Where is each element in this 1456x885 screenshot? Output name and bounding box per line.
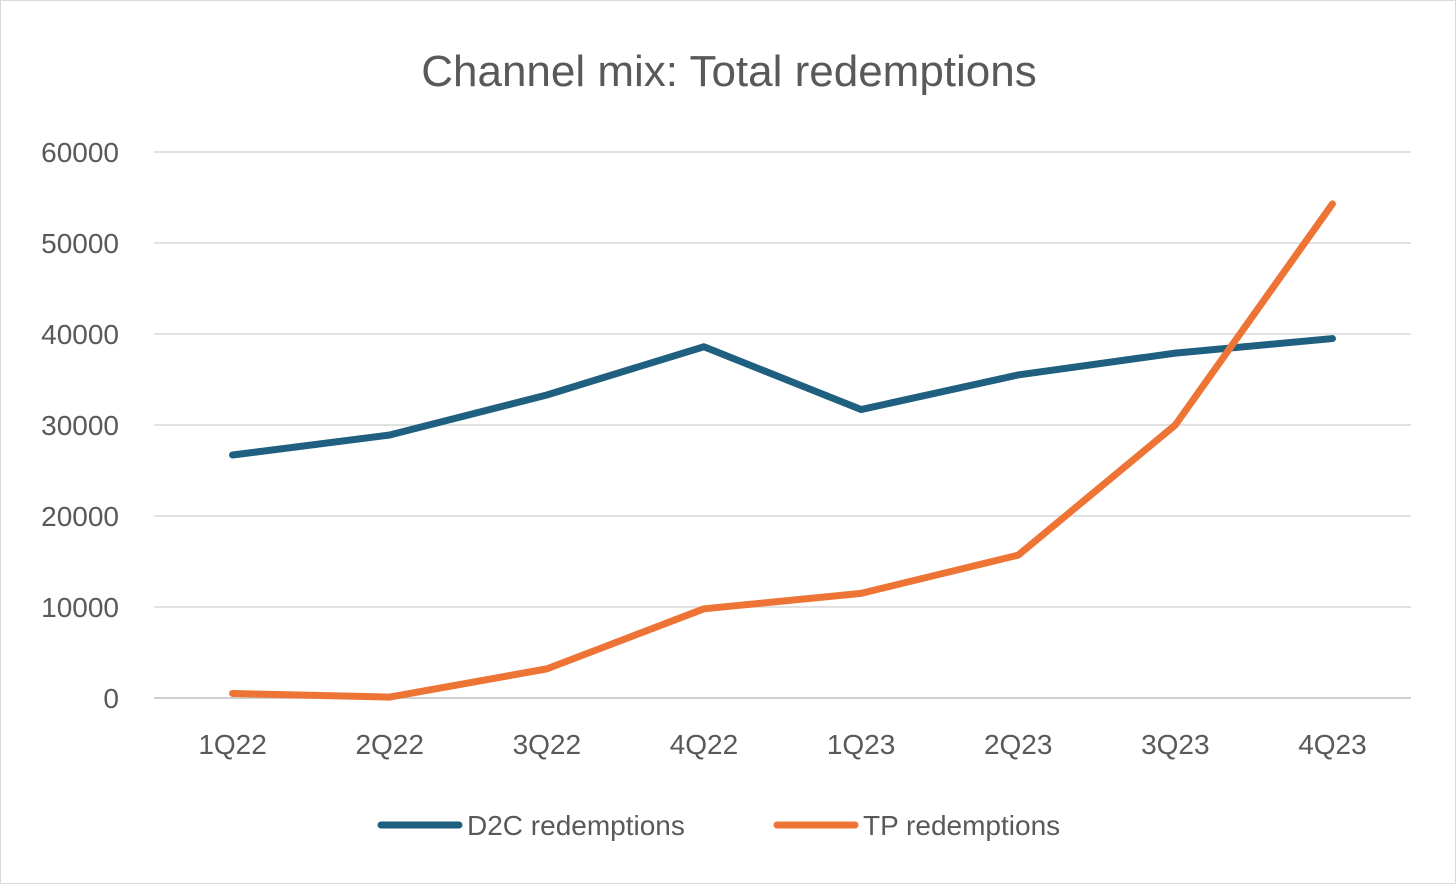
series-lines bbox=[232, 204, 1332, 697]
chart-title: Channel mix: Total redemptions bbox=[421, 47, 1037, 96]
y-axis-ticks: 0 10000 20000 30000 40000 50000 60000 bbox=[41, 137, 119, 714]
y-tick-label: 10000 bbox=[41, 592, 119, 623]
y-tick-label: 30000 bbox=[41, 410, 119, 441]
y-tick-label: 50000 bbox=[41, 228, 119, 259]
series-line-tp bbox=[233, 204, 1333, 697]
x-axis-ticks: 1Q22 2Q22 3Q22 4Q22 1Q23 2Q23 3Q23 4Q23 bbox=[198, 729, 1366, 760]
x-tick-label: 2Q23 bbox=[984, 729, 1053, 760]
y-tick-label: 0 bbox=[103, 683, 119, 714]
x-tick-label: 4Q22 bbox=[670, 729, 739, 760]
y-tick-label: 20000 bbox=[41, 501, 119, 532]
series-line-d2c bbox=[233, 339, 1333, 455]
x-tick-label: 4Q23 bbox=[1298, 729, 1367, 760]
y-tick-label: 60000 bbox=[41, 137, 119, 168]
legend: D2C redemptions TP redemptions bbox=[381, 810, 1060, 841]
legend-label: TP redemptions bbox=[863, 810, 1060, 841]
y-tick-label: 40000 bbox=[41, 319, 119, 350]
x-tick-label: 3Q22 bbox=[513, 729, 582, 760]
x-tick-label: 1Q22 bbox=[198, 729, 267, 760]
x-tick-label: 3Q23 bbox=[1141, 729, 1210, 760]
x-tick-label: 1Q23 bbox=[827, 729, 896, 760]
gridlines bbox=[154, 152, 1411, 698]
legend-label: D2C redemptions bbox=[467, 810, 685, 841]
x-tick-label: 2Q22 bbox=[355, 729, 424, 760]
